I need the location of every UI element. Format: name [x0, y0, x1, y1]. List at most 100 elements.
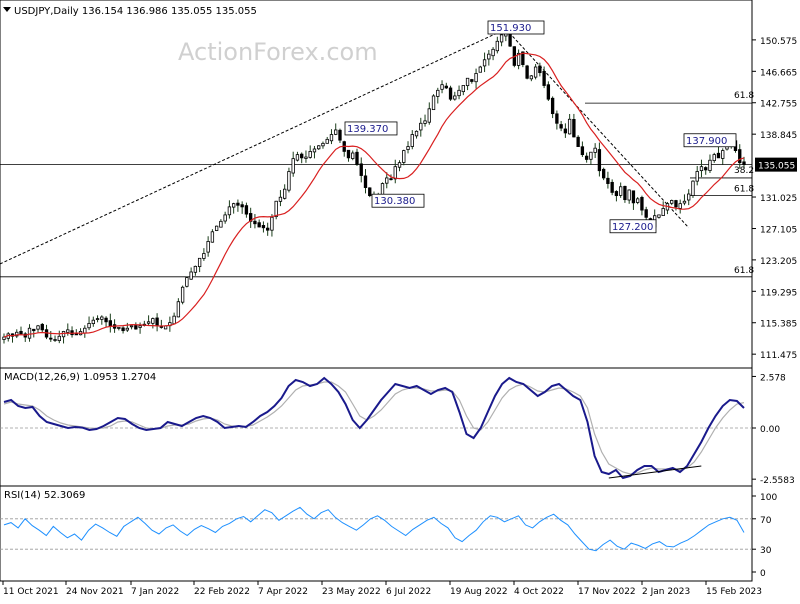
- candle: [363, 175, 368, 188]
- candle: [457, 89, 461, 97]
- price-callout-box: [683, 133, 737, 148]
- candle: [53, 339, 57, 341]
- candle: [49, 337, 53, 340]
- candle: [538, 65, 542, 74]
- price-callout-label: 139.370: [347, 124, 388, 135]
- candle: [227, 206, 232, 216]
- candle: [419, 122, 423, 131]
- candle: [542, 70, 546, 86]
- rsi-tick-label: 70: [760, 516, 772, 526]
- candle: [618, 186, 623, 196]
- candle: [687, 193, 691, 201]
- date-tick-label: 7 Apr 2022: [258, 587, 308, 597]
- candle: [431, 95, 436, 111]
- macd-divergence-line: [608, 465, 702, 479]
- candle: [117, 327, 121, 329]
- rsi-tick-label: 0: [760, 569, 766, 579]
- candle: [406, 146, 410, 150]
- macd-tick-label: 2.578: [760, 373, 786, 383]
- macd-axis: 2.578 0.00 -2.5583: [752, 373, 795, 486]
- candle: [134, 325, 138, 330]
- price-callout-label: 130.380: [374, 196, 415, 207]
- date-tick-label: 4 Oct 2022: [514, 587, 564, 597]
- candle: [189, 271, 193, 280]
- candle: [397, 162, 402, 168]
- price-tick-label: 115.385: [760, 320, 797, 330]
- candle: [470, 79, 474, 82]
- candle: [253, 220, 257, 225]
- price-callouts: 151.930 139.370 130.380 137.900 127.200: [344, 20, 737, 234]
- candle: [495, 40, 500, 52]
- fib-labels: 61.8 61.8 38.2 61.8: [734, 91, 754, 276]
- date-tick-label: 17 Nov 2022: [578, 587, 636, 597]
- rsi-line: [3, 506, 745, 552]
- candle: [444, 85, 448, 89]
- price-tick-label: 146.665: [760, 68, 797, 78]
- candle: [83, 327, 87, 334]
- moving-average-line: [3, 52, 745, 338]
- candle: [36, 325, 40, 330]
- candle: [19, 330, 23, 335]
- candle: [674, 200, 678, 208]
- date-tick-label: 11 Oct 2021: [3, 587, 59, 597]
- date-tick-label: 6 Jul 2022: [386, 587, 431, 597]
- candle: [138, 325, 142, 328]
- candle: [274, 200, 278, 218]
- price-callout-label: 137.900: [686, 136, 727, 147]
- candle: [525, 65, 529, 79]
- candle: [312, 148, 317, 153]
- candle: [304, 156, 308, 159]
- candle: [236, 202, 240, 206]
- candle: [555, 113, 559, 124]
- candle: [529, 75, 534, 80]
- date-tick-label: 19 Aug 2022: [450, 587, 508, 597]
- candle: [610, 181, 614, 193]
- price-tick-label: 138.845: [760, 131, 797, 141]
- macd-panel: [0, 367, 753, 487]
- candle: [329, 134, 334, 142]
- candle: [104, 317, 108, 323]
- macd-label: MACD(12,26,9) 1.0953 1.2704: [4, 372, 156, 383]
- candle: [589, 151, 593, 160]
- candle: [15, 331, 19, 337]
- candle: [657, 214, 661, 218]
- candle: [283, 188, 287, 199]
- candle: [40, 323, 44, 331]
- date-tick-label: 15 Feb 2023: [706, 587, 762, 597]
- candle: [257, 222, 261, 228]
- watermark: ActionForex.com: [178, 38, 378, 66]
- candle: [368, 187, 372, 197]
- candle: [533, 66, 538, 78]
- candle: [682, 200, 687, 204]
- candle: [738, 149, 742, 164]
- candle: [61, 331, 66, 338]
- symbol-dropdown-icon[interactable]: [3, 7, 11, 12]
- candle: [334, 129, 338, 135]
- price-callout-label: 127.200: [612, 222, 653, 233]
- candle: [125, 327, 130, 331]
- candle: [410, 134, 414, 147]
- date-tick-label: 2 Jan 2023: [642, 587, 690, 597]
- price-tick-label: 119.295: [760, 288, 797, 298]
- candle: [359, 163, 363, 176]
- candle: [100, 316, 104, 320]
- candle: [393, 166, 397, 180]
- candle: [172, 315, 176, 325]
- candle: [266, 227, 270, 231]
- price-callout-box: [609, 219, 657, 234]
- price-callout-box: [371, 193, 425, 208]
- candle: [278, 196, 283, 202]
- macd-layer: [0, 376, 752, 480]
- candle: [219, 220, 223, 228]
- candle: [300, 153, 304, 159]
- macd-tick-label: -2.5583: [760, 476, 795, 486]
- candle: [661, 208, 665, 216]
- candle: [214, 225, 219, 231]
- candle: [636, 198, 640, 203]
- candle: [427, 108, 431, 123]
- candle: [66, 329, 70, 333]
- candle: [576, 136, 580, 147]
- candle: [499, 34, 504, 43]
- candle: [321, 142, 325, 147]
